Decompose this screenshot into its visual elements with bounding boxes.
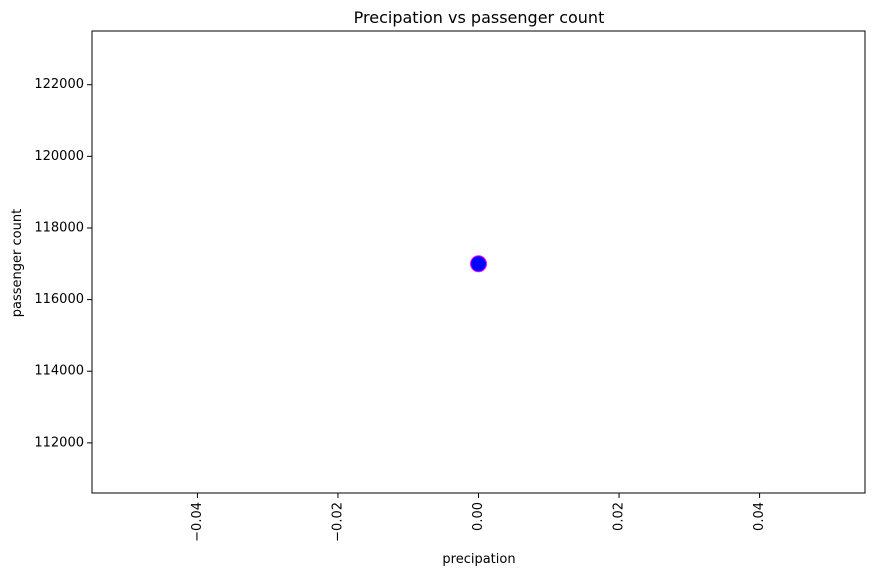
y-tick-label: 116000 (34, 292, 84, 307)
y-tick-label: 122000 (34, 77, 84, 92)
x-tick-label: 0.02 (612, 502, 627, 531)
y-tick-label: 118000 (34, 220, 84, 235)
x-axis-title: precipation (442, 552, 515, 567)
x-tick-label: 0.04 (752, 502, 767, 531)
y-tick-label: 114000 (34, 364, 84, 379)
data-point (470, 255, 487, 273)
y-tick-label: 112000 (34, 435, 84, 450)
x-tick-label: −0.02 (330, 502, 345, 542)
y-tick-label: 120000 (34, 149, 84, 164)
x-tick-label: −0.04 (190, 502, 205, 542)
y-axis-title: passenger count (10, 209, 25, 317)
plot-area: −0.04 −0.02 0.00 0.02 0.04 112000 114000 116000… (34, 30, 866, 542)
chart-title: Precipation vs passenger count (354, 8, 605, 27)
x-tick-label: 0.00 (471, 502, 486, 531)
